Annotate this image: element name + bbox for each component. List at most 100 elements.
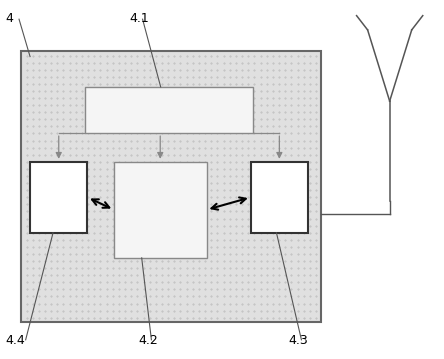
Point	[171, 81, 178, 87]
Point	[214, 53, 221, 59]
Point	[183, 272, 190, 278]
Point	[72, 209, 79, 214]
Point	[29, 286, 36, 292]
Point	[195, 294, 202, 299]
Point	[281, 53, 289, 59]
Point	[270, 258, 277, 264]
Point	[257, 152, 264, 158]
Point	[232, 109, 239, 115]
Point	[183, 109, 190, 115]
Point	[263, 279, 270, 285]
Point	[109, 123, 116, 129]
Point	[226, 60, 233, 65]
Point	[202, 159, 209, 165]
Point	[48, 286, 55, 292]
Point	[294, 258, 301, 264]
Point	[146, 272, 153, 278]
Point	[294, 286, 301, 292]
Point	[128, 209, 135, 214]
Point	[275, 88, 282, 94]
Point	[109, 81, 116, 87]
Point	[66, 308, 73, 313]
Point	[313, 294, 320, 299]
Point	[103, 88, 110, 94]
Bar	[30, 162, 87, 233]
Point	[294, 201, 301, 207]
Point	[251, 294, 258, 299]
Point	[91, 159, 98, 165]
Point	[294, 301, 301, 307]
Point	[159, 102, 166, 108]
Point	[189, 173, 196, 179]
Point	[251, 216, 258, 222]
Point	[313, 251, 320, 257]
Point	[257, 230, 264, 236]
Point	[140, 131, 147, 136]
Point	[226, 173, 233, 179]
Point	[109, 301, 116, 307]
Point	[232, 145, 239, 150]
Point	[66, 230, 73, 236]
Point	[226, 53, 233, 59]
Point	[245, 209, 252, 214]
Point	[300, 265, 307, 271]
Point	[202, 95, 209, 101]
Point	[306, 123, 313, 129]
Point	[60, 315, 67, 321]
Point	[66, 109, 73, 115]
Point	[226, 109, 233, 115]
Point	[48, 279, 55, 285]
Point	[165, 109, 172, 115]
Point	[245, 315, 252, 321]
Point	[29, 123, 36, 129]
Point	[41, 230, 48, 236]
Point	[220, 201, 227, 207]
Point	[263, 194, 270, 200]
Point	[41, 88, 48, 94]
Point	[140, 95, 147, 101]
Point	[257, 201, 264, 207]
Point	[165, 315, 172, 321]
Point	[152, 279, 159, 285]
Point	[72, 294, 79, 299]
Point	[183, 60, 190, 65]
Point	[208, 308, 215, 313]
Point	[171, 187, 178, 193]
Point	[220, 53, 227, 59]
Point	[109, 209, 116, 214]
Point	[226, 315, 233, 321]
Point	[313, 237, 320, 243]
Point	[72, 265, 79, 271]
Point	[79, 74, 86, 80]
Point	[300, 301, 307, 307]
Point	[294, 53, 301, 59]
Point	[29, 116, 36, 122]
Point	[122, 209, 129, 214]
Point	[66, 159, 73, 165]
Point	[48, 102, 55, 108]
Point	[171, 166, 178, 172]
Point	[48, 159, 55, 165]
Point	[91, 116, 98, 122]
Point	[288, 272, 295, 278]
Point	[275, 187, 282, 193]
Point	[140, 294, 147, 299]
Point	[220, 251, 227, 257]
Point	[41, 152, 48, 158]
Point	[54, 265, 61, 271]
Point	[29, 60, 36, 65]
Point	[245, 251, 252, 257]
Point	[220, 194, 227, 200]
Point	[189, 244, 196, 250]
Point	[140, 173, 147, 179]
Point	[128, 60, 135, 65]
Point	[245, 173, 252, 179]
Point	[48, 294, 55, 299]
Point	[232, 166, 239, 172]
Point	[245, 187, 252, 193]
Point	[226, 216, 233, 222]
Point	[195, 131, 202, 136]
Point	[134, 230, 141, 236]
Point	[29, 102, 36, 108]
Point	[189, 194, 196, 200]
